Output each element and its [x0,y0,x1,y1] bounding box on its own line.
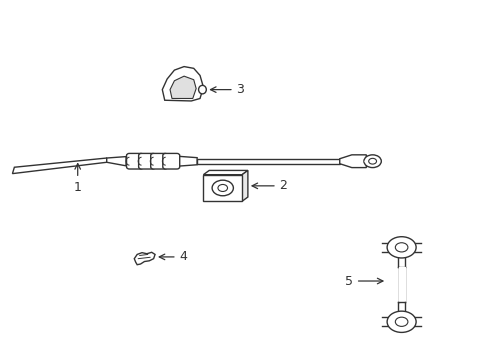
Polygon shape [178,156,197,166]
Ellipse shape [198,85,206,94]
Polygon shape [12,158,106,174]
Text: 1: 1 [74,181,81,194]
Polygon shape [242,170,247,201]
Circle shape [218,184,227,192]
Circle shape [386,237,415,258]
FancyBboxPatch shape [126,153,143,169]
Circle shape [394,317,407,327]
FancyBboxPatch shape [138,153,155,169]
Circle shape [394,243,407,252]
Text: 2: 2 [279,179,286,192]
Text: 3: 3 [236,83,244,96]
Polygon shape [197,159,339,164]
Circle shape [363,155,381,168]
Polygon shape [170,76,196,99]
Polygon shape [106,157,126,166]
FancyBboxPatch shape [150,153,167,169]
Text: 4: 4 [179,251,187,264]
Polygon shape [134,252,155,265]
Circle shape [212,180,233,196]
Polygon shape [339,155,366,168]
Circle shape [368,158,376,164]
Circle shape [386,311,415,332]
FancyBboxPatch shape [203,175,242,201]
Polygon shape [203,170,247,175]
Polygon shape [162,67,203,101]
FancyBboxPatch shape [163,153,180,169]
Text: 5: 5 [345,275,352,288]
